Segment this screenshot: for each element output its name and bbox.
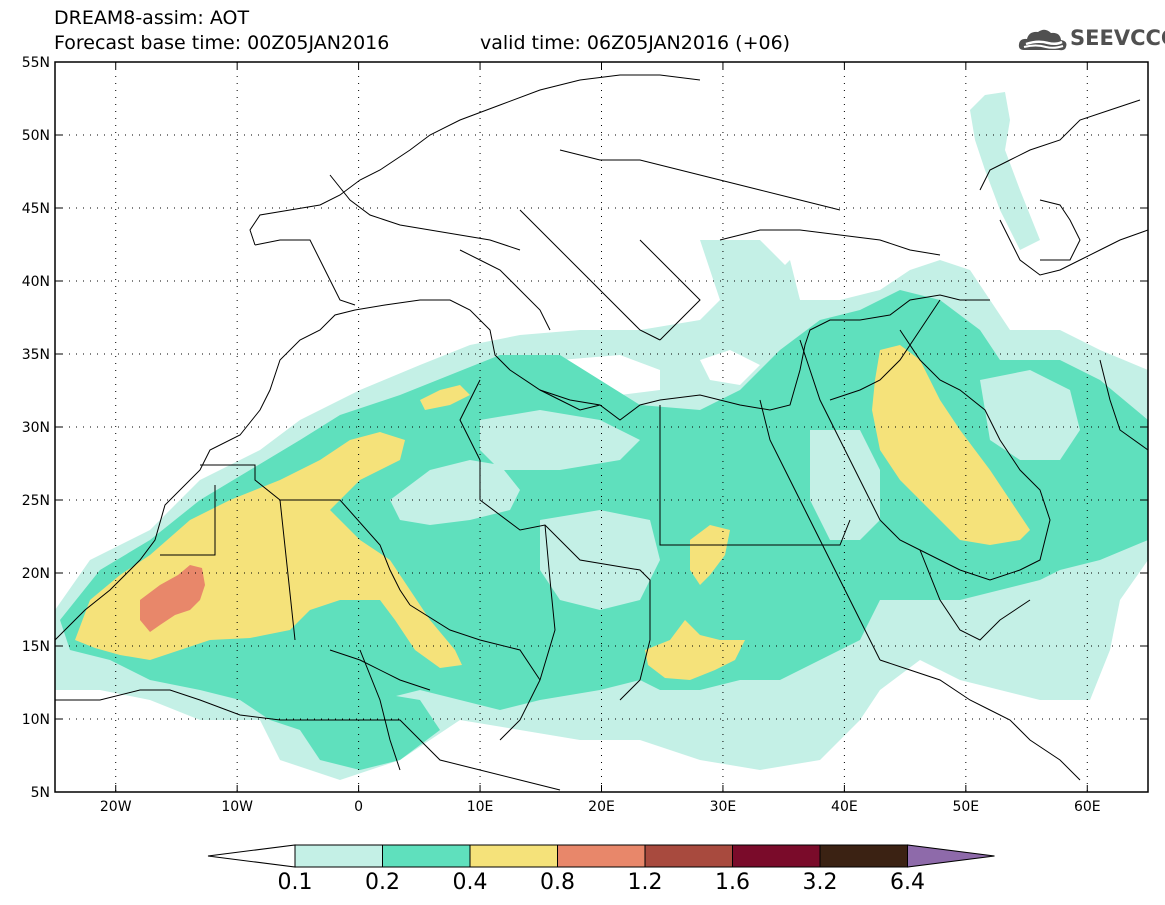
aot-level-0.1-inner bbox=[390, 370, 1080, 610]
cloud-icon bbox=[1018, 29, 1067, 51]
colorbar-swatch bbox=[819, 844, 908, 868]
seevccc-logo: SEEVCCC bbox=[1018, 26, 1165, 54]
forecast-base-time: Forecast base time: 00Z05JAN2016 bbox=[54, 32, 390, 54]
lon-label: 20E bbox=[588, 799, 615, 815]
lon-label: 20W bbox=[100, 799, 132, 815]
colorbar-level-label: 0.8 bbox=[540, 870, 575, 895]
lon-label: 30E bbox=[710, 799, 737, 815]
coastlines-borders bbox=[55, 74, 1148, 791]
latitude-labels: 55N 50N 45N 40N 35N 30N 25N 20N 15N 10N 5N bbox=[22, 55, 50, 801]
lat-label: 25N bbox=[22, 493, 50, 509]
graticule bbox=[55, 61, 1148, 793]
lat-label: 5N bbox=[31, 785, 50, 801]
lat-label: 50N bbox=[22, 128, 50, 144]
colorbar-over-triangle bbox=[907, 844, 995, 868]
aot-level-0.8 bbox=[140, 565, 205, 632]
colorbar-swatch bbox=[382, 844, 471, 868]
valid-time: valid time: 06Z05JAN2016 (+06) bbox=[480, 32, 791, 54]
colorbar-level-label: 0.1 bbox=[277, 870, 313, 895]
colorbar-under-triangle bbox=[207, 844, 296, 868]
lat-label: 55N bbox=[22, 55, 50, 71]
lat-label: 35N bbox=[22, 347, 50, 363]
colorbar-level-label: 6.4 bbox=[890, 870, 925, 895]
colorbar-level-label: 1.2 bbox=[627, 870, 663, 895]
logo-text: SEEVCCC bbox=[1070, 26, 1165, 50]
colorbar-level-label: 0.2 bbox=[365, 870, 400, 895]
lat-label: 30N bbox=[22, 420, 50, 436]
colorbar-level-label: 3.2 bbox=[802, 870, 838, 895]
colorbar-swatch bbox=[294, 844, 383, 868]
colorbar-level-label: 0.4 bbox=[452, 870, 488, 895]
lon-label: 50E bbox=[952, 799, 979, 815]
lat-label: 10N bbox=[22, 712, 50, 728]
lon-label: 10W bbox=[221, 799, 253, 815]
lon-label: 60E bbox=[1074, 799, 1101, 815]
longitude-labels: 20W 10W 0 10E 20E 30E 40E 50E 60E bbox=[100, 799, 1101, 815]
lat-label: 20N bbox=[22, 566, 50, 582]
lon-label: 40E bbox=[831, 799, 858, 815]
map-title: DREAM8-assim: AOT bbox=[54, 7, 250, 29]
lat-label: 45N bbox=[22, 201, 50, 217]
colorbar bbox=[207, 844, 995, 868]
colorbar-swatch bbox=[644, 844, 733, 868]
colorbar-swatch bbox=[732, 844, 821, 868]
lat-label: 40N bbox=[22, 274, 50, 290]
lon-label: 0 bbox=[354, 799, 363, 815]
colorbar-level-label: 1.6 bbox=[715, 870, 750, 895]
colorbar-swatch bbox=[469, 844, 558, 868]
colorbar-swatch bbox=[557, 844, 646, 868]
lon-label: 10E bbox=[467, 799, 494, 815]
lat-label: 15N bbox=[22, 639, 50, 655]
